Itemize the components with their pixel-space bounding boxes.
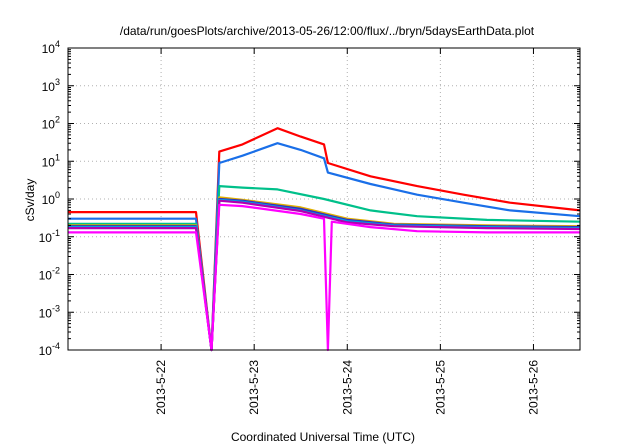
- y-axis-label: cSv/day: [23, 179, 37, 222]
- y-tick-label: 102: [42, 115, 60, 132]
- x-tick-label: 2013-5-22: [154, 360, 168, 415]
- axes: 10-4 10-3 10-2 10-1 100 101 102 103 104 2013-5-22…: [39, 39, 580, 415]
- chart-title: /data/run/goesPlots/archive/2013-05-26/1…: [120, 24, 535, 38]
- y-tick-label: 103: [42, 77, 60, 94]
- y-tick-label: 101: [42, 152, 60, 169]
- y-tick-label: 10-4: [39, 341, 60, 358]
- series-line-3: [68, 185, 581, 352]
- y-tick-label: 10-3: [39, 303, 60, 320]
- x-tick-label: 2013-5-26: [526, 360, 540, 415]
- y-tick-label: 10-1: [39, 228, 60, 245]
- series-group: [68, 127, 581, 352]
- x-axis-label: Coordinated Universal Time (UTC): [231, 430, 415, 444]
- x-tick-label: 2013-5-24: [340, 360, 354, 415]
- y-tick-label: 100: [42, 190, 60, 207]
- x-tick-label: 2013-5-25: [433, 360, 447, 415]
- y-tick-label: 104: [42, 39, 60, 56]
- x-tick-label: 2013-5-23: [247, 360, 261, 415]
- y-tick-label: 10-2: [39, 266, 60, 283]
